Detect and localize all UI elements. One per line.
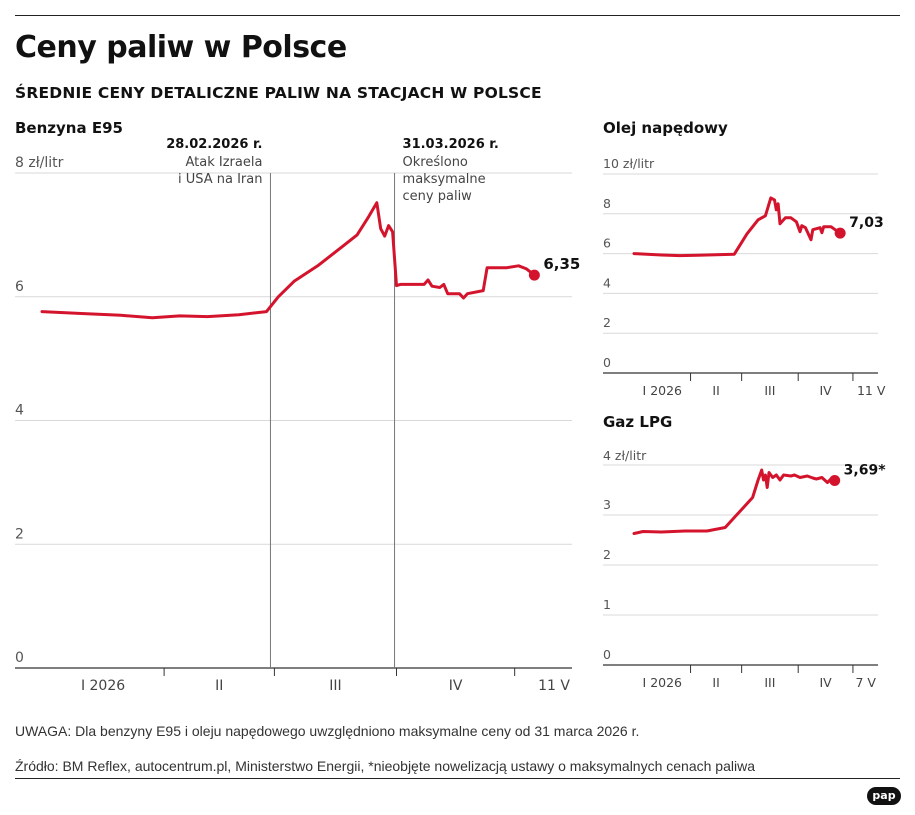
on-x-tick-label: I 2026 [643,383,683,398]
lpg-chart-title: Gaz LPG [603,413,672,431]
on-y-tick-label: 2 [603,315,611,330]
e95-last-value-label: 6,35 [543,255,580,273]
e95-x-tick-label: IV [449,678,463,694]
lpg-x-tick-label: 7 V [855,675,876,690]
e95-annotation-date: 28.02.2026 r. [166,137,262,152]
pap-logo: pap [867,787,901,805]
lpg-x-tick-label: II [712,675,719,690]
on-series-line [632,196,842,258]
e95-y-tick-label: 4 [15,403,24,419]
on-x-tick-label: 11 V [857,383,886,398]
footnote-source: Źródło: BM Reflex, autocentrum.pl, Minis… [15,758,755,774]
lpg-y-tick-label: 1 [603,597,611,612]
bottom-rule [15,778,900,779]
e95-annotation-text: ceny paliw [403,189,473,204]
lpg-y-unit-label: 4 zł/litr [603,448,647,463]
on-x-tick-label: III [764,383,775,398]
lpg-x-tick-label: IV [819,675,832,690]
e95-x-tick-label: III [329,678,341,694]
lpg-y-tick-label: 2 [603,547,611,562]
e95-annotation-text: Atak Izraela [186,155,263,170]
on-y-tick-label: 6 [603,236,611,251]
on-y-tick-label: 0 [603,355,611,370]
footnote-note: UWAGA: Dla benzyny E95 i oleju napędoweg… [15,723,640,739]
page-title: Ceny paliw w Polsce [15,30,347,65]
lpg-y-tick-label: 3 [603,497,611,512]
on-chart-title: Olej napędowy [603,119,728,137]
e95-chart-title: Benzyna E95 [15,119,123,137]
e95-series-line [40,201,536,320]
top-rule [15,15,900,16]
e95-annotation-text: Określono [403,155,468,170]
e95-x-tick-label: 11 V [538,678,570,694]
e95-y-tick-label: 0 [15,650,24,666]
lpg-x-tick-label: I 2026 [643,675,683,690]
lpg-x-tick-label: III [764,675,775,690]
e95-y-unit-label: 8 zł/litr [15,155,64,171]
on-x-tick-label: II [712,383,719,398]
e95-annotation-text: maksymalne [403,172,486,187]
on-x-tick-label: IV [819,383,832,398]
e95-annotation-date: 31.03.2026 r. [403,137,499,152]
lpg-y-tick-label: 0 [603,647,611,662]
on-last-point [834,227,846,239]
on-y-unit-label: 10 zł/litr [603,156,655,171]
e95-last-point [528,269,540,281]
on-last-value-label: 7,03 [849,215,884,231]
e95-y-tick-label: 2 [15,526,24,542]
on-y-tick-label: 8 [603,196,611,211]
on-y-tick-label: 4 [603,275,611,290]
e95-x-tick-label: I 2026 [81,678,125,694]
e95-x-tick-label: II [215,678,223,694]
e95-annotation-text: i USA na Iran [178,172,263,187]
lpg-series-line [632,468,837,535]
page-subtitle: ŚREDNIE CENY DETALICZNE PALIW NA STACJAC… [15,84,542,102]
lpg-last-value-label: 3,69* [844,463,887,479]
lpg-last-point [829,475,841,486]
e95-y-tick-label: 6 [15,279,24,295]
